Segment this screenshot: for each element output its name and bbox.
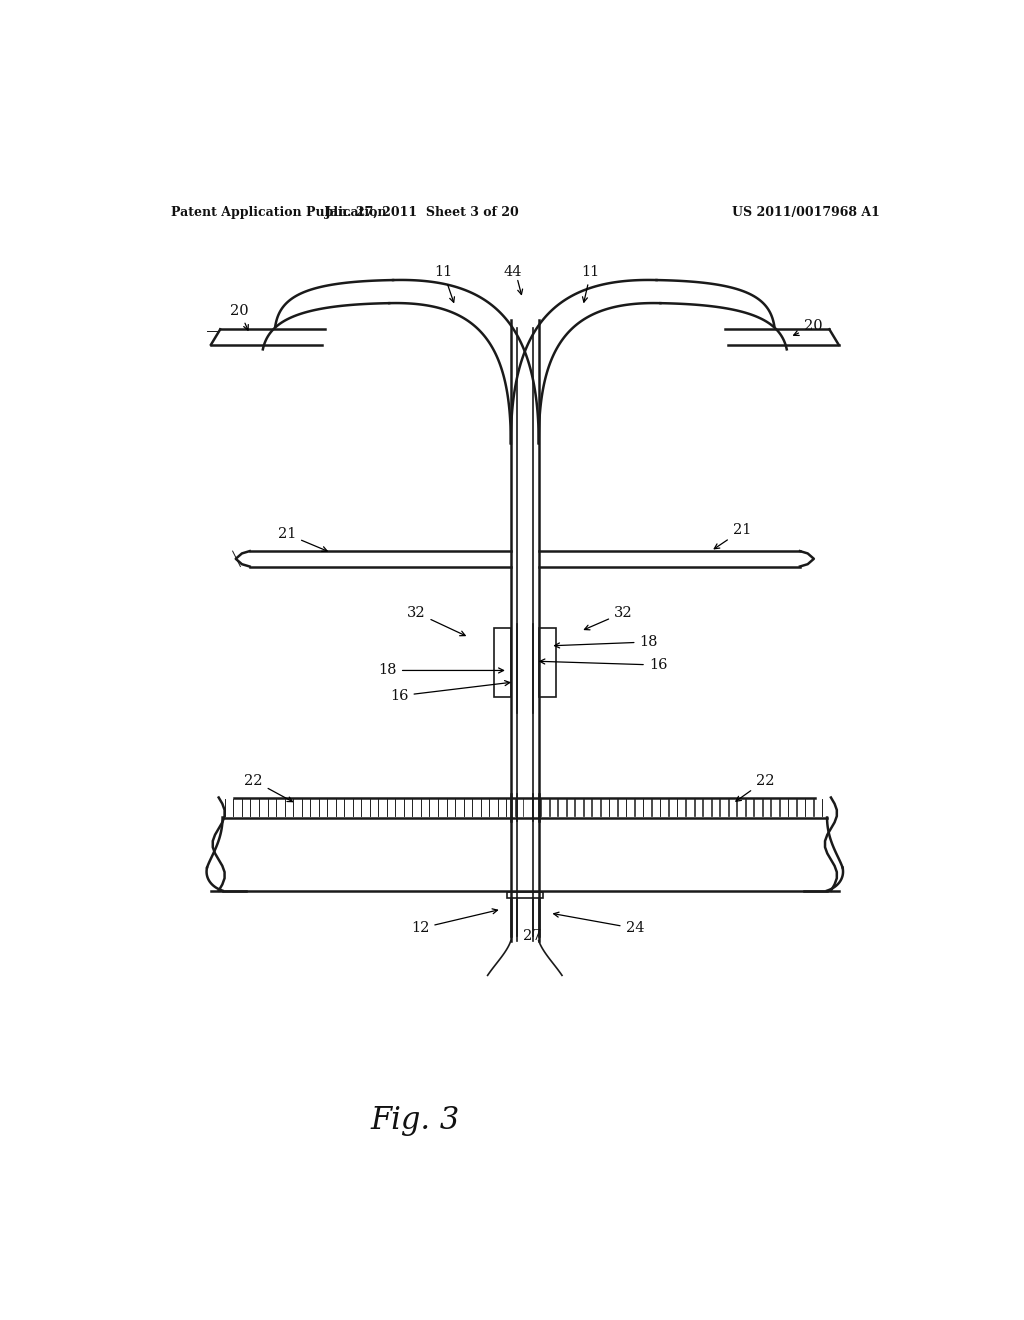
Text: 22: 22	[245, 774, 293, 801]
Text: Jan. 27, 2011  Sheet 3 of 20: Jan. 27, 2011 Sheet 3 of 20	[326, 206, 520, 219]
Text: 16: 16	[540, 659, 668, 672]
Text: Patent Application Publication: Patent Application Publication	[171, 206, 386, 219]
Bar	[494, 628, 511, 697]
Text: 27: 27	[523, 929, 542, 942]
Text: 11: 11	[582, 265, 600, 302]
Text: 21: 21	[278, 527, 328, 552]
Bar	[507, 892, 543, 899]
Text: 12: 12	[411, 909, 498, 936]
Text: 16: 16	[390, 681, 510, 702]
Text: 22: 22	[736, 774, 774, 801]
Text: 20: 20	[794, 319, 822, 335]
Text: 20: 20	[230, 304, 249, 330]
Text: 18: 18	[379, 664, 504, 677]
Text: 32: 32	[585, 606, 633, 630]
Text: 44: 44	[504, 265, 522, 280]
Text: US 2011/0017968 A1: US 2011/0017968 A1	[732, 206, 881, 219]
Text: 24: 24	[554, 912, 644, 936]
Text: 21: 21	[715, 523, 751, 549]
Bar	[509, 799, 541, 817]
Bar	[539, 628, 556, 697]
Text: 18: 18	[555, 635, 658, 649]
Text: Fig. 3: Fig. 3	[370, 1106, 460, 1137]
Text: 11: 11	[434, 265, 455, 302]
Text: 32: 32	[407, 606, 465, 636]
